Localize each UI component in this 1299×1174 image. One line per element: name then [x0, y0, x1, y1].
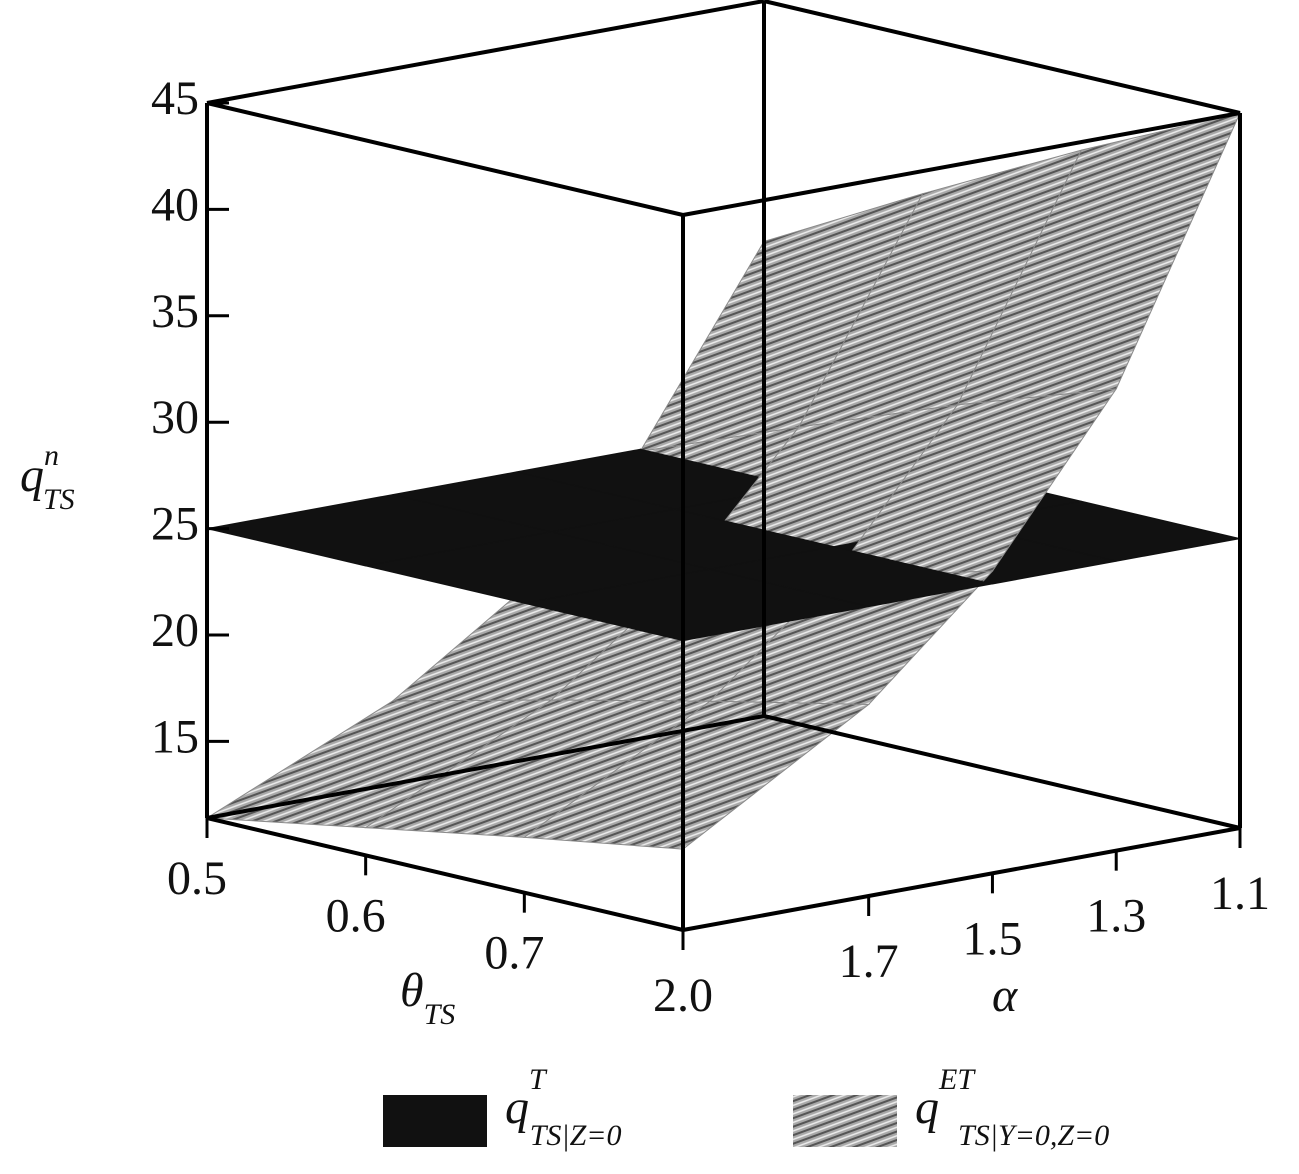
- x-tick-label: 0.6: [326, 889, 386, 942]
- z-label-sub: TS: [43, 483, 75, 516]
- legend-base: q: [915, 1081, 939, 1134]
- surfaces: [205, 112, 1241, 850]
- z-label-sup: n: [44, 439, 59, 472]
- y-tick-label: 1.5: [962, 912, 1022, 965]
- box: [205, 0, 1242, 932]
- ticks: 15 20 25 30 35 40 45 0.5 0.6 0.7 1.1 1.3 1.5 1.7 2.0: [151, 72, 1270, 1022]
- x-tick-label: 0.5: [167, 852, 227, 905]
- box-edge: [206, 816, 684, 932]
- z-axis-label: qn TS: [20, 439, 75, 516]
- y-tick-label: 1.1: [1210, 867, 1270, 920]
- y-tick-label: 1.7: [839, 935, 899, 988]
- legend: qT TS|Z=0 qET TS|Y=0,Z=0: [383, 1063, 1109, 1152]
- legend-sub: TS|Z=0: [530, 1119, 622, 1152]
- x-tick-label: 0.7: [484, 927, 544, 980]
- legend-sup: T: [529, 1063, 548, 1096]
- legend-swatch: [383, 1095, 487, 1147]
- z-tick-label: 45: [151, 72, 199, 125]
- box-edge: [763, 714, 1241, 830]
- z-label-base: q: [20, 449, 44, 502]
- x-label-base: θ: [400, 964, 424, 1017]
- box-edge: [206, 0, 765, 105]
- box-edge: [682, 111, 1241, 217]
- x-label-sub: TS: [424, 998, 456, 1031]
- z-tick-label: 35: [151, 285, 199, 338]
- z-tick-label: 25: [151, 498, 199, 551]
- box-edge: [206, 101, 684, 217]
- surface-facet: [956, 112, 1241, 406]
- y-tick-label: 2.0: [653, 969, 713, 1022]
- y-tick-label: 1.3: [1086, 890, 1146, 943]
- z-tick-label: 15: [151, 710, 199, 763]
- z-tick-label: 40: [151, 178, 199, 231]
- box-edge: [763, 0, 1241, 115]
- legend-sub: TS|Y=0,Z=0: [958, 1119, 1109, 1152]
- box-edge: [682, 826, 1241, 932]
- legend-base: q: [505, 1081, 529, 1134]
- y-axis-label: α: [992, 969, 1018, 1022]
- legend-sup: ET: [938, 1063, 976, 1096]
- z-tick-label: 30: [151, 391, 199, 444]
- box-edge: [206, 714, 765, 820]
- legend-label: qT TS|Z=0: [505, 1063, 622, 1152]
- legend-label: qET TS|Y=0,Z=0: [915, 1063, 1109, 1152]
- x-axis-label: θTS: [400, 964, 455, 1031]
- legend-swatch: [793, 1095, 897, 1147]
- z-tick-label: 20: [151, 604, 199, 657]
